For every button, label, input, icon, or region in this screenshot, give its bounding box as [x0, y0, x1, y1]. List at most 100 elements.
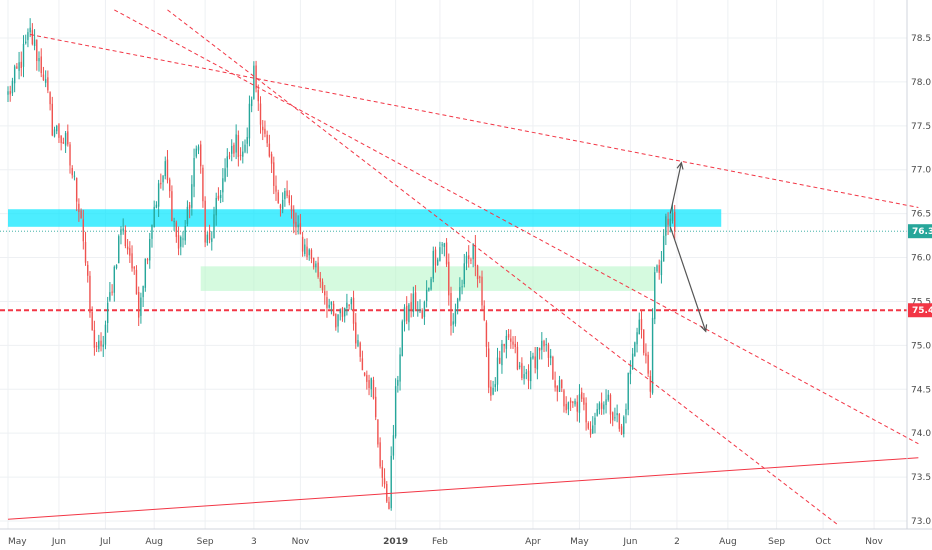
- candle-body: [423, 301, 426, 317]
- zone-layer: [8, 209, 722, 291]
- candle-body: [674, 211, 676, 232]
- candle-body: [377, 419, 379, 445]
- candle-body: [627, 372, 629, 410]
- x-tick-label: Aug: [145, 537, 163, 547]
- candle-body: [231, 145, 233, 154]
- candle-body: [352, 297, 355, 324]
- candle-body: [421, 310, 423, 319]
- candle-body: [603, 404, 605, 410]
- projection-arrow-layer: [669, 161, 708, 333]
- candle-body: [188, 204, 191, 209]
- candle-body: [549, 355, 552, 359]
- candle-body: [242, 151, 244, 157]
- y-tick-label: 73.0: [911, 517, 931, 527]
- candle-body: [288, 195, 291, 203]
- candle-body: [222, 178, 224, 193]
- candle-body: [454, 308, 457, 324]
- candle-body: [399, 354, 401, 382]
- candle-body: [634, 342, 636, 356]
- candle-body: [118, 236, 120, 264]
- candle-body: [355, 322, 357, 344]
- candle-body: [166, 159, 169, 181]
- candle-body: [173, 221, 175, 223]
- candle-body: [640, 319, 643, 331]
- candle-body: [275, 185, 277, 192]
- candle-body: [616, 413, 618, 416]
- candle-body: [239, 154, 242, 156]
- candle-body: [177, 235, 180, 249]
- candle-body: [432, 250, 434, 279]
- candle-body: [430, 278, 432, 290]
- y-tick-label: 78.5: [911, 34, 931, 44]
- candle-body: [144, 258, 147, 288]
- candle-body: [585, 402, 587, 423]
- candle-body: [36, 39, 38, 61]
- candle-body: [623, 416, 625, 435]
- candle-body: [372, 379, 375, 399]
- candle-body: [56, 125, 58, 132]
- candle-body: [392, 435, 395, 456]
- candle-body: [270, 154, 273, 164]
- candle-body: [383, 478, 386, 485]
- candle-body: [496, 357, 499, 385]
- candle-body: [197, 146, 200, 151]
- candle-body: [565, 403, 567, 411]
- candle-body: [607, 394, 609, 400]
- candle-body: [84, 242, 87, 263]
- price-tag-label: 76.3: [912, 227, 932, 237]
- candle-body: [168, 179, 171, 192]
- candle-body: [67, 131, 69, 145]
- candle-body: [541, 340, 543, 350]
- y-tick-label: 77.5: [911, 122, 931, 132]
- y-tick-label: 76.5: [911, 210, 931, 220]
- x-tick-label: Jul: [99, 537, 111, 547]
- candle-body: [75, 177, 78, 202]
- candle-body: [64, 133, 67, 146]
- candle-body: [492, 387, 494, 395]
- candle-body: [104, 324, 107, 345]
- candle-body: [315, 263, 317, 268]
- x-tick-label: Nov: [865, 537, 883, 547]
- x-axis[interactable]: May Jun Jul Aug Sep 3 Nov 2019 Feb Apr May Jun 2 Aug S…: [8, 537, 884, 547]
- candle-body: [561, 379, 563, 389]
- candle-body: [137, 291, 140, 318]
- candle-body: [649, 375, 652, 392]
- candle-body: [556, 385, 559, 392]
- candle-body: [629, 370, 632, 375]
- candle-body: [284, 190, 286, 200]
- candle-body: [414, 292, 417, 312]
- candle-body: [341, 308, 344, 317]
- support-trendline: [7, 457, 919, 520]
- candle-body: [20, 61, 22, 69]
- candle-body: [505, 335, 508, 349]
- candle-body: [7, 91, 9, 95]
- candle-body: [60, 135, 62, 143]
- candle-body: [224, 168, 226, 181]
- resistance-zone: [8, 209, 722, 227]
- candle-body: [250, 99, 253, 107]
- candle-body: [51, 103, 53, 136]
- candle-body: [164, 161, 166, 177]
- candle-body: [583, 397, 585, 405]
- price-tag-layer: 76.3 75.4: [908, 224, 932, 318]
- candle-body: [135, 269, 138, 295]
- candle-body: [516, 346, 519, 370]
- candle-body: [667, 218, 669, 225]
- candle-body: [290, 205, 293, 212]
- candle-body: [368, 380, 370, 388]
- y-axis[interactable]: 73.0 73.5 74.0 74.5 75.0 75.5 76.0 76.5 77.0 77.5…: [911, 34, 931, 527]
- candle-body: [253, 65, 255, 99]
- candle-body: [175, 222, 178, 237]
- candle-body: [618, 414, 621, 429]
- candle-body: [536, 347, 539, 370]
- candle-body: [660, 260, 663, 276]
- candle-body: [463, 263, 465, 284]
- candle-body: [388, 501, 390, 509]
- candle-body: [27, 32, 29, 41]
- candle-body: [485, 322, 488, 347]
- candle-body: [129, 248, 131, 256]
- y-tick-label: 77.0: [911, 166, 931, 176]
- candle-body: [374, 396, 377, 418]
- candle-body: [576, 401, 578, 412]
